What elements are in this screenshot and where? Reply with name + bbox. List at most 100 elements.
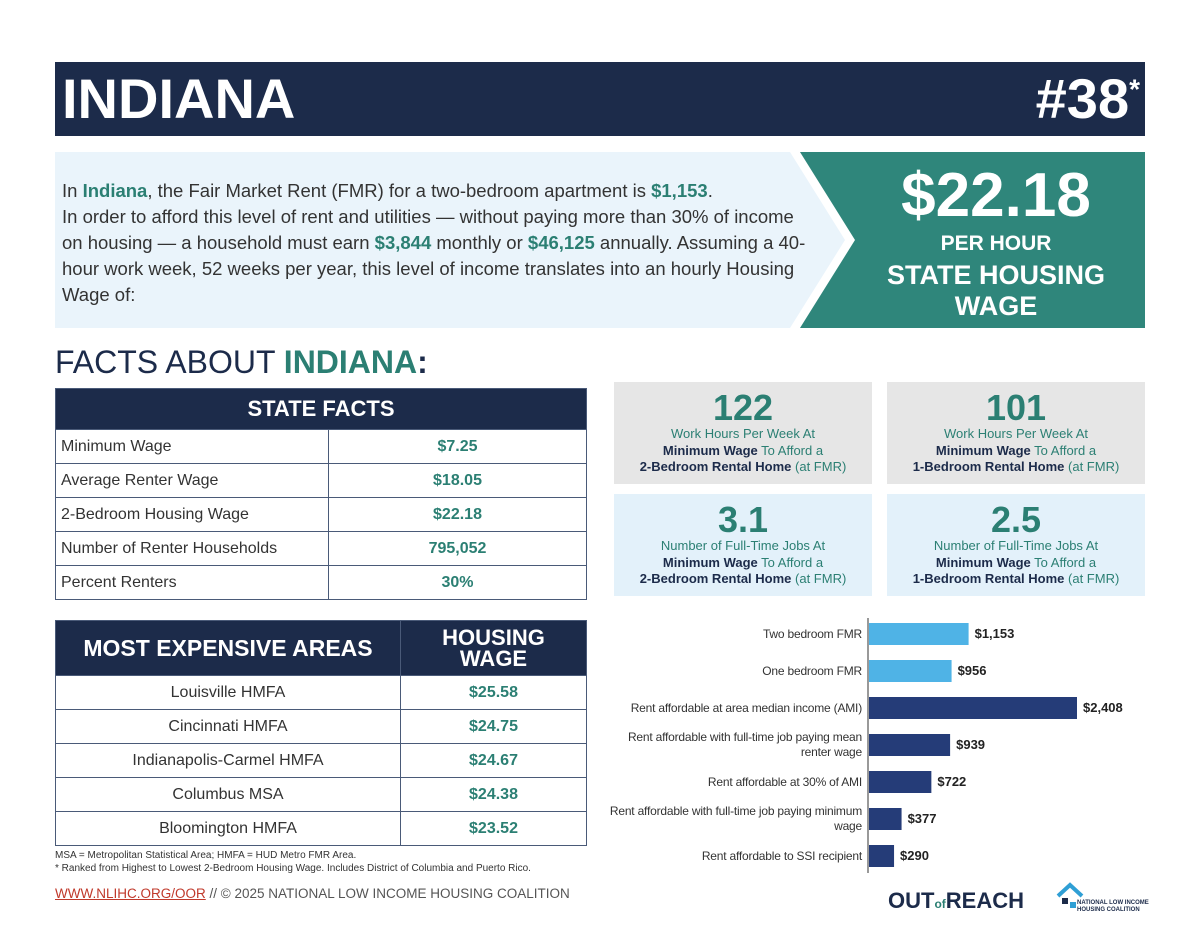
table-header: HOUSING WAGE: [400, 620, 587, 676]
footer-text: // © 2025 NATIONAL LOW INCOME HOUSING CO…: [205, 886, 570, 901]
stat-box: [887, 382, 1145, 484]
text: In order to afford this level of rent an…: [62, 206, 794, 253]
bar: [869, 697, 1077, 719]
text: annually. Assuming a 40-hour work week, …: [62, 232, 806, 305]
rank: #38*: [1036, 66, 1140, 131]
bar: [869, 771, 932, 793]
stat-text: 2-Bedroom Rental Home: [639, 459, 792, 474]
table-row: Percent Renters 30%: [55, 565, 587, 600]
text: , the Fair Market Rent (FMR) for a two-b…: [147, 180, 652, 201]
table-row: 2-Bedroom Housing Wage $22.18: [55, 497, 587, 532]
stat-text: Minimum Wage: [662, 442, 758, 458]
footer: WWW.NLIHC.ORG/OOR // © 2025 NATIONAL LOW…: [55, 886, 570, 901]
areas-table: MOST EXPENSIVE AREAS HOUSING WAGE Louisvil…: [55, 620, 587, 846]
stat-text: 1-Bedroom Rental Home: [912, 459, 1065, 474]
out-of-reach-logo: OUTofREACH: [888, 888, 1024, 914]
value-label: $290: [900, 848, 929, 863]
category-label: Two bedroom FMR: [762, 626, 862, 641]
category-label: Rent affordable at area median income (A…: [630, 700, 863, 715]
text: FACTS ABOUT: [55, 344, 284, 380]
fact-label: Percent Renters: [55, 565, 329, 600]
stat-line: Minimum Wage To Afford a: [663, 555, 823, 572]
footer-link[interactable]: WWW.NLIHC.ORG/OOR: [55, 886, 206, 901]
area-wage: $24.67: [400, 743, 587, 778]
highlight: Indiana: [82, 180, 148, 201]
area-name: Columbus MSA: [55, 777, 401, 812]
table-row: Average Renter Wage $18.05: [55, 463, 587, 498]
stat-text: To Afford a: [757, 554, 824, 570]
text: In: [62, 180, 83, 201]
area-name: Bloomington HMFA: [55, 811, 401, 846]
stat-line: 2-Bedroom Rental Home (at FMR): [640, 571, 847, 588]
stat-line: 2-Bedroom Rental Home (at FMR): [640, 459, 847, 476]
category-label: Rent affordable to SSI recipient: [701, 848, 862, 863]
bar: [869, 734, 951, 756]
state-facts-table: STATE FACTS Minimum Wage $7.25 Average Rent…: [55, 388, 587, 600]
fact-label: Number of Renter Households: [55, 531, 329, 566]
intro-text: In Indiana, the Fair Market Rent (FMR) f…: [62, 178, 812, 308]
fact-value: 795,052: [328, 531, 587, 566]
table-row: Indianapolis-Carmel HMFA $24.67: [55, 743, 587, 778]
stat-box: [614, 382, 872, 484]
category-label: Rent affordable with full-time job payin…: [609, 804, 862, 833]
highlight: $3,844: [374, 232, 432, 253]
header-bar: [55, 62, 1145, 136]
header-row: MOST EXPENSIVE AREAS HOUSING WAGE: [55, 620, 587, 676]
stat-line: Work Hours Per Week At: [671, 426, 815, 443]
category-label: Rent affordable at 30% of AMI: [707, 774, 862, 789]
stat-box: 2.5 Number of Full-Time Jobs At Minimum Wa…: [887, 494, 1145, 596]
stat-text: 2-Bedroom Rental Home: [639, 571, 792, 586]
wage-amount: $22.18: [901, 161, 1091, 230]
fact-label: Minimum Wage: [55, 429, 329, 464]
facts-heading: FACTS ABOUT INDIANA:: [55, 344, 428, 381]
stat-box: 101 Work Hours Per Week At Minimum Wage To…: [887, 382, 1145, 484]
value-label: $956: [958, 663, 987, 678]
stat-text: (at FMR): [1064, 571, 1120, 586]
area-wage: $23.52: [400, 811, 587, 846]
fact-value: $22.18: [328, 497, 587, 532]
table-row: Cincinnati HMFA $24.75: [55, 709, 587, 744]
text: :: [417, 344, 428, 380]
stat-text: (at FMR): [1064, 459, 1120, 474]
bar: [869, 623, 969, 645]
table-row: Bloomington HMFA $23.52: [55, 811, 587, 846]
logo-text: of: [934, 897, 946, 911]
intro-panel: [55, 152, 845, 328]
area-name: Louisville HMFA: [55, 675, 401, 710]
fact-value: $7.25: [328, 429, 587, 464]
note: MSA = Metropolitan Statistical Area; HMF…: [55, 850, 357, 861]
value-label: $2,408: [1083, 700, 1123, 715]
stat-text: Minimum Wage: [935, 554, 1031, 570]
category-label: Rent affordable with full-time job payin…: [627, 730, 862, 759]
area-name: Cincinnati HMFA: [55, 709, 401, 744]
stat-line: Number of Full-Time Jobs At: [934, 538, 1098, 555]
stat-text: Work Hours Per Week At: [943, 426, 1088, 441]
stat-number: 2.5: [990, 499, 1042, 540]
area-name: Indianapolis-Carmel HMFA: [55, 743, 401, 778]
note: * Ranked from Highest to Lowest 2-Bedroo…: [55, 863, 531, 874]
notes: MSA = Metropolitan Statistical Area; HMF…: [55, 849, 531, 875]
area-wage: $25.58: [400, 675, 587, 710]
table-row: Columbus MSA $24.38: [55, 777, 587, 812]
stat-text: (at FMR): [791, 571, 847, 586]
highlight: INDIANA: [283, 344, 418, 380]
stat-number: 101: [985, 387, 1047, 428]
logo-text: REACH: [945, 888, 1025, 913]
stat-text: Minimum Wage: [935, 442, 1031, 458]
stat-box: 3.1 Number of Full-Time Jobs At Minimum Wa…: [614, 494, 872, 596]
nlihc-logo-text: NATIONAL LOW INCOME HOUSING COALITION: [1077, 900, 1149, 913]
stat-line: 1-Bedroom Rental Home (at FMR): [913, 571, 1120, 588]
table-row: Louisville HMFA $25.58: [55, 675, 587, 710]
stat-number: 3.1: [717, 499, 769, 540]
nlihc-icon: [1056, 882, 1084, 908]
stat-text: (at FMR): [791, 459, 847, 474]
stat-text: To Afford a: [757, 442, 824, 458]
stat-text: To Afford a: [1030, 554, 1097, 570]
stat-line: Work Hours Per Week At: [944, 426, 1088, 443]
category-label: One bedroom FMR: [762, 663, 862, 678]
fact-value: 30%: [328, 565, 587, 600]
fact-label: Average Renter Wage: [55, 463, 329, 498]
stat-line: Minimum Wage To Afford a: [663, 443, 823, 460]
